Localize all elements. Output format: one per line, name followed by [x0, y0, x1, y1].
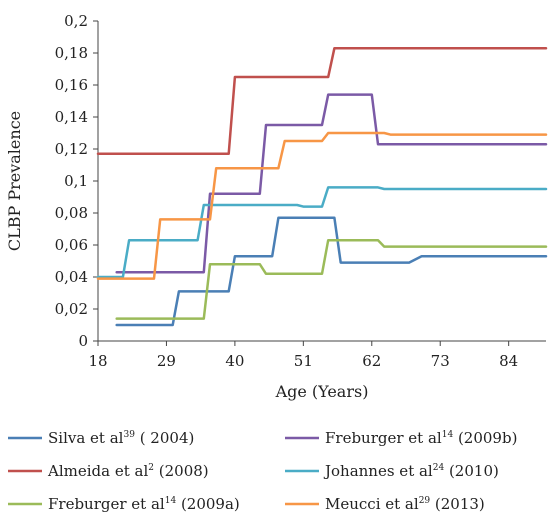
legend-label-3: Freburger et al14 (2009b): [325, 429, 517, 447]
legend-label-author: Almeida et al: [47, 462, 148, 480]
legend-label-year: ( 2004): [135, 429, 194, 447]
y-tick-label: 0,08: [55, 204, 88, 222]
x-tick-label: 51: [294, 352, 313, 370]
legend-label-year: (2013): [430, 495, 485, 513]
legend-label-2: Freburger et al14 (2009a): [48, 495, 240, 513]
y-tick-label: 0: [78, 332, 88, 350]
x-tick-label: 40: [225, 352, 244, 370]
legend-label-ref: 14: [442, 430, 454, 440]
x-tick-label: 84: [499, 352, 518, 370]
y-axis-title: CLBP Prevalence: [5, 111, 24, 251]
x-tick-label: 73: [431, 352, 450, 370]
legend-label-0: Silva et al39 ( 2004): [48, 429, 194, 447]
legend: Silva et al39 ( 2004) Almeida et al2 (200…: [8, 429, 517, 513]
legend-label-ref: 29: [419, 496, 431, 506]
series-line-0: [115, 216, 548, 327]
legend-label-year: (2009b): [453, 429, 517, 447]
y-tick-label: 0,14: [55, 108, 88, 126]
legend-label-author: Meucci et al: [325, 495, 419, 513]
y-tick-label: 0,04: [55, 268, 88, 286]
legend-label-ref: 14: [165, 496, 177, 506]
legend-label-1: Almeida et al2 (2008): [47, 462, 209, 480]
y-tick-label: 0,18: [55, 44, 88, 62]
series-lines: [96, 46, 548, 327]
legend-label-year: (2008): [154, 462, 209, 480]
y-tick-label: 0,16: [55, 76, 88, 94]
x-tick-label: 18: [88, 352, 107, 370]
legend-label-author: Silva et al: [48, 429, 124, 447]
legend-label-year: (2009a): [176, 495, 240, 513]
legend-label-year: (2010): [444, 462, 499, 480]
legend-label-ref: 2: [148, 463, 154, 473]
x-tick-label: 62: [362, 352, 381, 370]
series-line-5: [96, 131, 548, 280]
series-line-2: [115, 238, 548, 320]
y-tick-label: 0,06: [55, 236, 88, 254]
x-tick-label: 29: [157, 352, 176, 370]
series-line-4: [96, 186, 548, 279]
y-tick-label: 0,12: [55, 140, 88, 158]
y-tick-label: 0,2: [64, 12, 88, 30]
series-line-1: [96, 46, 548, 156]
legend-label-5: Meucci et al29 (2013): [325, 495, 485, 513]
legend-label-ref: 39: [123, 430, 135, 440]
y-tick-label: 0,02: [55, 300, 88, 318]
series-line-3: [115, 93, 548, 274]
legend-label-ref: 24: [433, 463, 445, 473]
legend-label-author: Freburger et al: [48, 495, 165, 513]
legend-label-author: Johannes et al: [323, 462, 433, 480]
legend-label-4: Johannes et al24 (2010): [323, 462, 499, 480]
legend-label-author: Freburger et al: [325, 429, 442, 447]
axes: 0 0,02 0,04 0,06 0,08 0,1 0,12 0,14 0,16 0,18 0,2 1…: [5, 12, 546, 401]
x-axis-title: Age (Years): [275, 382, 369, 401]
y-tick-label: 0,1: [64, 172, 88, 190]
